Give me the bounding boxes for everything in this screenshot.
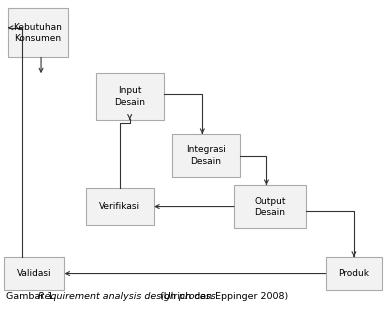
Text: Gambar 1.: Gambar 1. <box>6 293 59 301</box>
Text: Kebutuhan
Konsumen: Kebutuhan Konsumen <box>14 23 62 43</box>
Text: Produk: Produk <box>339 269 369 278</box>
Text: Input
Desain: Input Desain <box>114 86 145 107</box>
Bar <box>86 188 154 225</box>
Text: (Ulrich dan Eppinger 2008): (Ulrich dan Eppinger 2008) <box>157 293 288 301</box>
Bar <box>234 185 306 228</box>
Bar <box>96 73 164 120</box>
Bar <box>172 134 240 177</box>
Text: Validasi: Validasi <box>17 269 51 278</box>
Text: Verifikasi: Verifikasi <box>99 202 140 211</box>
Text: Output
Desain: Output Desain <box>254 197 286 217</box>
Text: Integrasi
Desain: Integrasi Desain <box>186 145 226 166</box>
Bar <box>8 8 68 57</box>
Text: Requirement analysis design process: Requirement analysis design process <box>38 293 216 301</box>
Bar <box>4 257 64 290</box>
Bar <box>326 257 382 290</box>
